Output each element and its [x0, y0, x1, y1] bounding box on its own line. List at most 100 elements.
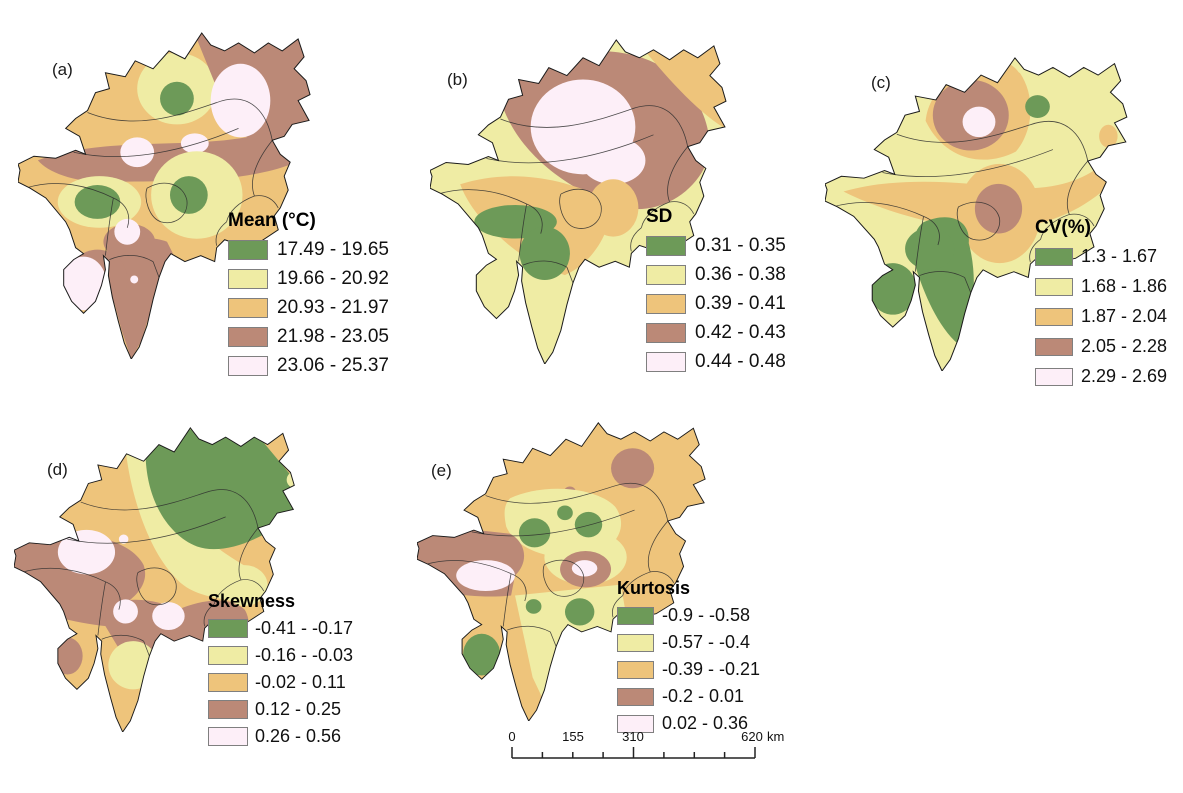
legend-class-label: 2.29 - 2.69 — [1081, 366, 1168, 386]
legend-title: SD — [646, 206, 673, 227]
legend-row: 23.06 - 25.37 — [228, 355, 389, 377]
legend-swatch — [1035, 367, 1073, 386]
legend-swatch — [617, 714, 654, 733]
legend-class-label: 19.66 - 20.92 — [277, 268, 389, 289]
legend-swatch — [1035, 337, 1073, 356]
legend-row: 0.12 - 0.25 — [208, 699, 353, 720]
legend-row: 19.66 - 20.92 — [228, 268, 389, 290]
legend-class-label: 0.44 - 0.48 — [695, 351, 786, 372]
legend-swatch — [228, 298, 268, 318]
legend-row: 0.31 - 0.35 — [646, 235, 786, 257]
legend-row: 0.02 - 0.36 — [617, 713, 760, 734]
legend-class-label: 0.36 - 0.38 — [695, 264, 786, 285]
legend-title: CV(%) — [1035, 217, 1091, 238]
legend-swatch — [208, 646, 248, 665]
legend-row: -0.39 - -0.21 — [617, 659, 760, 680]
legend-row: 1.87 - 2.04 — [1035, 306, 1167, 327]
legend-swatch — [228, 327, 268, 347]
legend-swatch — [1035, 247, 1073, 266]
panel-label-d: (d) — [47, 460, 68, 479]
scale-tick-label: 155 — [562, 729, 584, 744]
legend-class-label: -0.41 - -0.17 — [255, 618, 354, 638]
legend-row: 0.42 - 0.43 — [646, 322, 786, 344]
legend-class-label: 1.87 - 2.04 — [1081, 306, 1168, 326]
legend-title: Mean (°C) — [228, 210, 316, 231]
legend-class-label: 1.68 - 1.86 — [1081, 276, 1168, 296]
legend-swatch — [208, 673, 248, 692]
legend-row: 0.36 - 0.38 — [646, 264, 786, 286]
legend-class-label: 0.02 - 0.36 — [662, 713, 749, 733]
legend-row: 20.93 - 21.97 — [228, 297, 389, 319]
legend-swatch — [1035, 307, 1073, 326]
legend-swatch — [228, 240, 268, 260]
legend-mean: Mean (°C) 17.49 - 19.65 19.66 - 20.92 20… — [228, 210, 389, 384]
map-panel-d — [14, 427, 295, 732]
legend-class-label: 20.93 - 21.97 — [277, 297, 389, 318]
legend-cv: CV(%) 1.3 - 1.67 1.68 - 1.86 1.87 - 2.04… — [1035, 217, 1167, 396]
legend-class-label: 0.39 - 0.41 — [695, 293, 786, 314]
legend-class-label: 2.05 - 2.28 — [1081, 336, 1168, 356]
legend-class-label: -0.16 - -0.03 — [255, 645, 354, 665]
legend-swatch — [228, 269, 268, 289]
legend-swatch — [228, 356, 268, 376]
legend-row: 21.98 - 23.05 — [228, 326, 389, 348]
scale-tick-label: 310 — [622, 729, 644, 744]
legend-row: 2.29 - 2.69 — [1035, 366, 1167, 387]
legend-row: -0.02 - 0.11 — [208, 672, 353, 693]
legend-class-label: -0.39 - -0.21 — [662, 659, 761, 679]
legend-title: Skewness — [208, 591, 296, 611]
legend-swatch — [646, 294, 686, 314]
legend-class-label: -0.02 - 0.11 — [255, 672, 346, 692]
legend-row: -0.9 - -0.58 — [617, 605, 760, 626]
legend-class-label: 0.26 - 0.56 — [255, 726, 342, 746]
legend-row: 1.3 - 1.67 — [1035, 246, 1167, 267]
legend-row: -0.16 - -0.03 — [208, 645, 353, 666]
legend-swatch — [208, 700, 248, 719]
legend-swatch — [617, 606, 654, 625]
scale-bar-ruler — [511, 747, 756, 759]
scale-unit-label: km — [767, 729, 785, 744]
legend-swatch — [1035, 277, 1073, 296]
legend-row: 1.68 - 1.86 — [1035, 276, 1167, 297]
legend-swatch — [646, 323, 686, 343]
legend-class-label: 23.06 - 25.37 — [277, 355, 389, 376]
legend-class-label: -0.9 - -0.58 — [662, 605, 751, 625]
legend-row: -0.57 - -0.4 — [617, 632, 760, 653]
legend-kurtosis: Kurtosis -0.9 - -0.58 -0.57 - -0.4 -0.39… — [617, 578, 760, 740]
legend-class-label: 0.31 - 0.35 — [695, 235, 786, 256]
legend-row: -0.2 - 0.01 — [617, 686, 760, 707]
legend-title: Kurtosis — [617, 578, 691, 598]
legend-swatch — [617, 687, 654, 706]
legend-swatch — [208, 619, 248, 638]
legend-row: -0.41 - -0.17 — [208, 618, 353, 639]
legend-class-label: 17.49 - 19.65 — [277, 239, 389, 260]
legend-row: 0.26 - 0.56 — [208, 726, 353, 747]
panel-label-c: (c) — [871, 73, 891, 92]
legend-row: 2.05 - 2.28 — [1035, 336, 1167, 357]
panel-label-a: (a) — [52, 60, 73, 79]
legend-class-label: 0.42 - 0.43 — [695, 322, 786, 343]
legend-row: 0.39 - 0.41 — [646, 293, 786, 315]
legend-swatch — [208, 727, 248, 746]
panel-label-e: (e) — [431, 461, 452, 480]
legend-swatch — [646, 265, 686, 285]
legend-class-label: 0.12 - 0.25 — [255, 699, 342, 719]
scale-tick-label: 0 — [508, 729, 516, 744]
scale-bar: 0 155 310 620 km — [505, 729, 805, 765]
legend-skewness: Skewness -0.41 - -0.17 -0.16 - -0.03 -0.… — [208, 591, 353, 753]
legend-swatch — [617, 633, 654, 652]
legend-class-label: 1.3 - 1.67 — [1081, 246, 1158, 266]
panel-label-b: (b) — [447, 70, 468, 89]
legend-swatch — [646, 352, 686, 372]
legend-class-label: 21.98 - 23.05 — [277, 326, 389, 347]
legend-swatch — [646, 236, 686, 256]
map-panel-e — [417, 422, 706, 721]
legend-swatch — [617, 660, 654, 679]
legend-class-label: -0.2 - 0.01 — [662, 686, 745, 706]
legend-sd: SD 0.31 - 0.35 0.36 - 0.38 0.39 - 0.41 0… — [646, 206, 786, 380]
legend-row: 0.44 - 0.48 — [646, 351, 786, 373]
map-panel-c — [825, 57, 1128, 371]
legend-class-label: -0.57 - -0.4 — [662, 632, 751, 652]
legend-row: 17.49 - 19.65 — [228, 239, 389, 261]
